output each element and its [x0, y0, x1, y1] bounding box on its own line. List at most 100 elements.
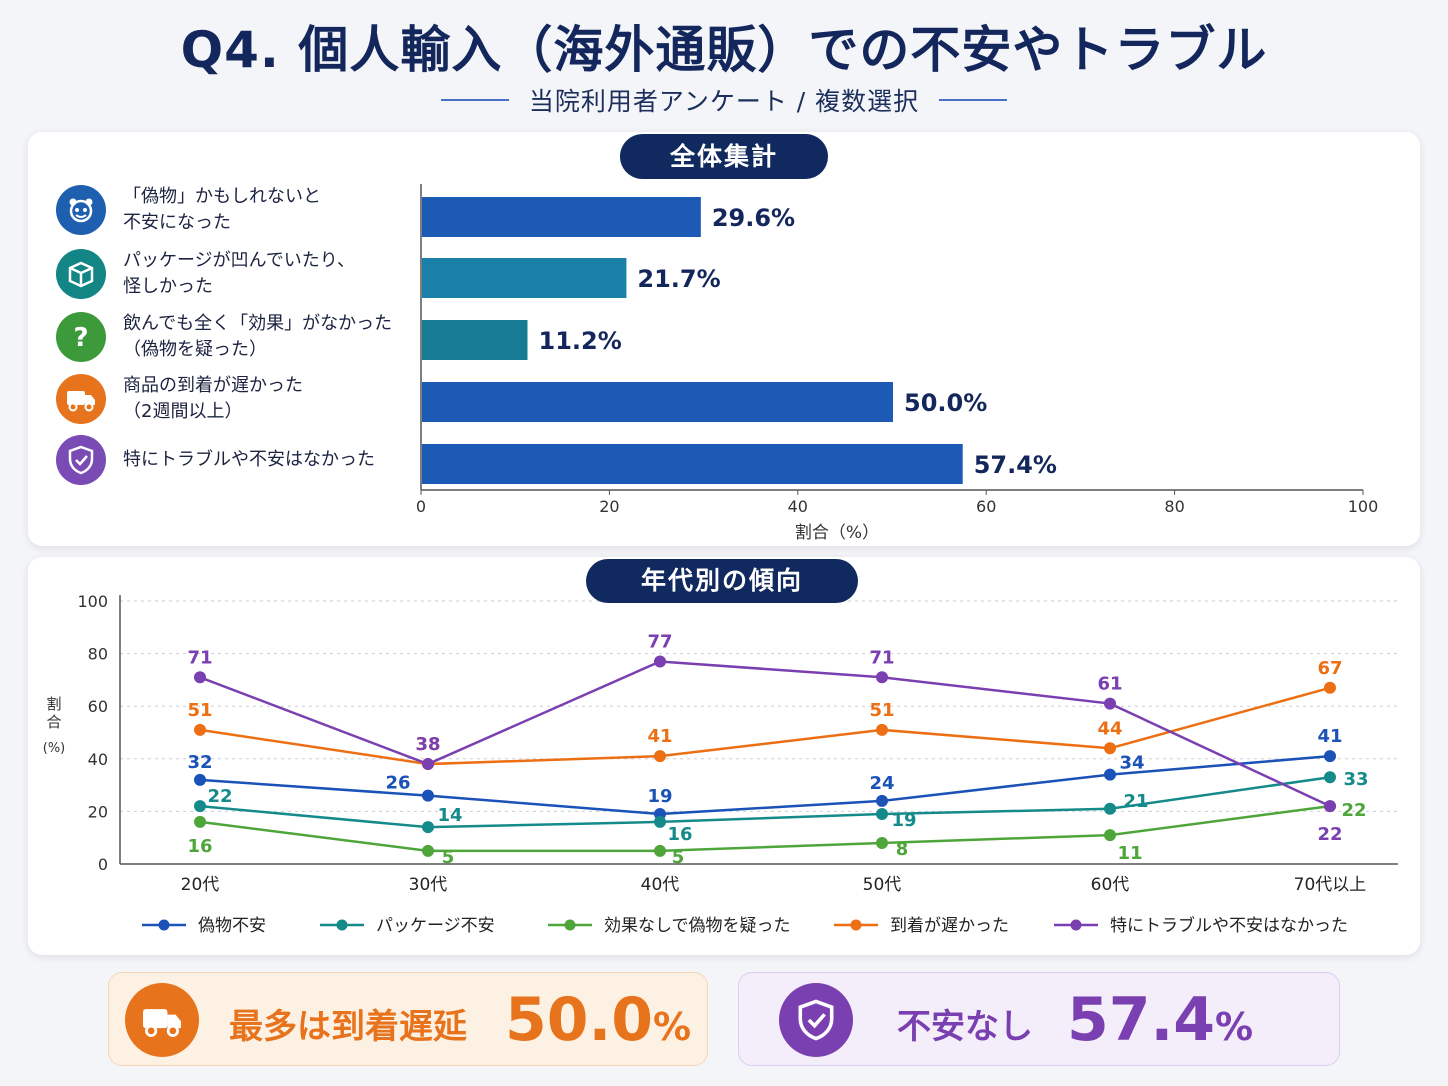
- series-point: [194, 773, 206, 786]
- series-data-label: 22: [207, 786, 232, 807]
- subtitle-divider-left: [440, 99, 509, 101]
- series-line: [199, 775, 1331, 829]
- question-icon: ?: [56, 312, 106, 362]
- callout-label: 不安なし: [897, 1007, 1033, 1047]
- bar-x-axis-title: 割合（%）: [795, 523, 879, 543]
- series-data-label: 51: [869, 700, 894, 721]
- series-point: [194, 815, 206, 828]
- legend-label: 効果なしで偽物を疑った: [604, 916, 791, 936]
- series-data-label: 5: [672, 847, 685, 868]
- legend-label: パッケージ不安: [376, 916, 495, 936]
- series-point: [654, 750, 666, 763]
- series-point: [1324, 681, 1336, 694]
- series-point: [422, 789, 434, 802]
- category-label: パッケージが凹んでいたり、 怪しかった: [123, 250, 356, 297]
- subtitle-row: 当院利用者アンケート / 複数選択: [0, 82, 1448, 118]
- overall-card: 全体集計 「偽物」かもしれないと 不安になった パッケージが凹んでいたり、 怪し…: [28, 132, 1420, 546]
- series-point: [422, 844, 434, 857]
- series-point: [654, 844, 666, 857]
- overall-bar-chart: 0 20 40 60 80 100 割合（%） 29.6% 21.7% 11.2% 50.0% 57.…: [416, 184, 1379, 543]
- subtitle-divider-right: [939, 99, 1008, 101]
- bar-value-label: 21.7%: [637, 265, 720, 293]
- line-x-tick-label: 30代: [409, 875, 448, 895]
- series-point: [1324, 800, 1336, 813]
- series-data-label: 38: [415, 734, 440, 755]
- svg-text:?: ?: [73, 323, 88, 352]
- series-point: [654, 655, 666, 668]
- callout-label: 最多は到着遅延: [229, 1007, 467, 1047]
- series-data-label: 44: [1097, 718, 1122, 739]
- series-point: [1324, 771, 1336, 784]
- category-row-no-trouble: 特にトラブルや不安はなかった: [56, 435, 413, 485]
- bar-x-tick-label: 20: [599, 497, 619, 516]
- series-point: [194, 671, 206, 684]
- series-data-label: 26: [385, 773, 410, 794]
- legend-label: 到着が遅かった: [890, 916, 1009, 936]
- legend-swatch-marker: [564, 919, 576, 931]
- series-data-label: 21: [1123, 791, 1148, 812]
- bar: [422, 197, 701, 237]
- series-data-label: 19: [891, 810, 916, 831]
- category-row-fake-worry: 「偽物」かもしれないと 不安になった: [56, 184, 413, 236]
- series-point: [1104, 829, 1116, 842]
- legend-swatch-marker: [336, 919, 348, 931]
- series-line: [199, 804, 1331, 853]
- line-x-tick-label: 50代: [863, 875, 902, 895]
- series-line: [199, 660, 1331, 808]
- series-data-label: 16: [187, 836, 212, 857]
- line-x-tick-label: 60代: [1091, 875, 1130, 895]
- subtitle: 当院利用者アンケート / 複数選択: [528, 87, 920, 116]
- series-point: [422, 758, 434, 771]
- series-data-label: 51: [187, 700, 212, 721]
- bar-value-label: 50.0%: [904, 389, 987, 417]
- mask-face-icon: [56, 185, 106, 235]
- line-y-axis-title: (%): [43, 741, 66, 756]
- callout-number: 57.4: [1067, 985, 1216, 1055]
- line-x-tick-label: 40代: [641, 875, 680, 895]
- series-data-label: 24: [869, 773, 894, 794]
- bar-value-label: 29.6%: [712, 204, 795, 232]
- truck-icon: [125, 983, 199, 1057]
- shield-check-icon: [56, 435, 106, 485]
- bar-x-tick-label: 100: [1348, 497, 1379, 516]
- legend-label: 偽物不安: [198, 916, 266, 936]
- bar-value-label: 11.2%: [539, 327, 622, 355]
- callout-unit: %: [1215, 1005, 1254, 1049]
- series-data-label: 67: [1317, 658, 1342, 679]
- line-y-tick-label: 60: [88, 697, 108, 716]
- series-line: [199, 754, 1331, 816]
- series-data-label: 77: [647, 631, 672, 652]
- age-trend-card: 0 20 40 60 80 100 割合 (%) 20代 30代 40代 50代 60代 70代以上 32 2…: [28, 557, 1420, 955]
- series-data-label: 41: [647, 726, 672, 747]
- line-x-tick-label: 70代以上: [1294, 875, 1367, 895]
- series-data-label: 22: [1317, 824, 1342, 845]
- bar-value-label: 57.4%: [974, 451, 1057, 479]
- series-data-label: 71: [187, 647, 212, 668]
- series-data-label: 22: [1341, 800, 1366, 821]
- category-label: 商品の到着が遅かった （2週間以上）: [123, 375, 303, 422]
- series-point: [876, 836, 888, 849]
- truck-icon: [56, 374, 106, 424]
- legend-swatch-marker: [1070, 919, 1082, 931]
- bar: [422, 382, 893, 422]
- category-label: 特にトラブルや不安はなかった: [123, 449, 375, 470]
- category-label: 飲んでも全く「効果」がなかった （偽物を疑った）: [123, 313, 393, 360]
- bar-x-tick-label: 40: [788, 497, 808, 516]
- box-icon: [56, 249, 106, 299]
- overall-section-pill: 全体集計: [620, 134, 828, 179]
- series-point: [422, 821, 434, 834]
- line-y-tick-label: 40: [88, 750, 108, 769]
- line-y-tick-label: 100: [77, 592, 108, 611]
- age-line-chart: 0 20 40 60 80 100 割合 (%) 20代 30代 40代 50代 60代 70代以上 32 2…: [43, 592, 1398, 936]
- legend-swatch-marker: [158, 919, 170, 931]
- bar-x-tick-label: 0: [416, 497, 426, 516]
- bar: [422, 258, 627, 298]
- legend-swatch-marker: [850, 919, 862, 931]
- series-point: [1104, 768, 1116, 781]
- series-data-label: 16: [667, 824, 692, 845]
- category-row-package: パッケージが凹んでいたり、 怪しかった: [56, 248, 413, 300]
- series-point: [1324, 750, 1336, 763]
- callout-no-worry: 不安なし 57.4%: [738, 972, 1340, 1066]
- line-y-tick-label: 20: [88, 802, 108, 821]
- age-section-pill: 年代別の傾向: [586, 559, 858, 603]
